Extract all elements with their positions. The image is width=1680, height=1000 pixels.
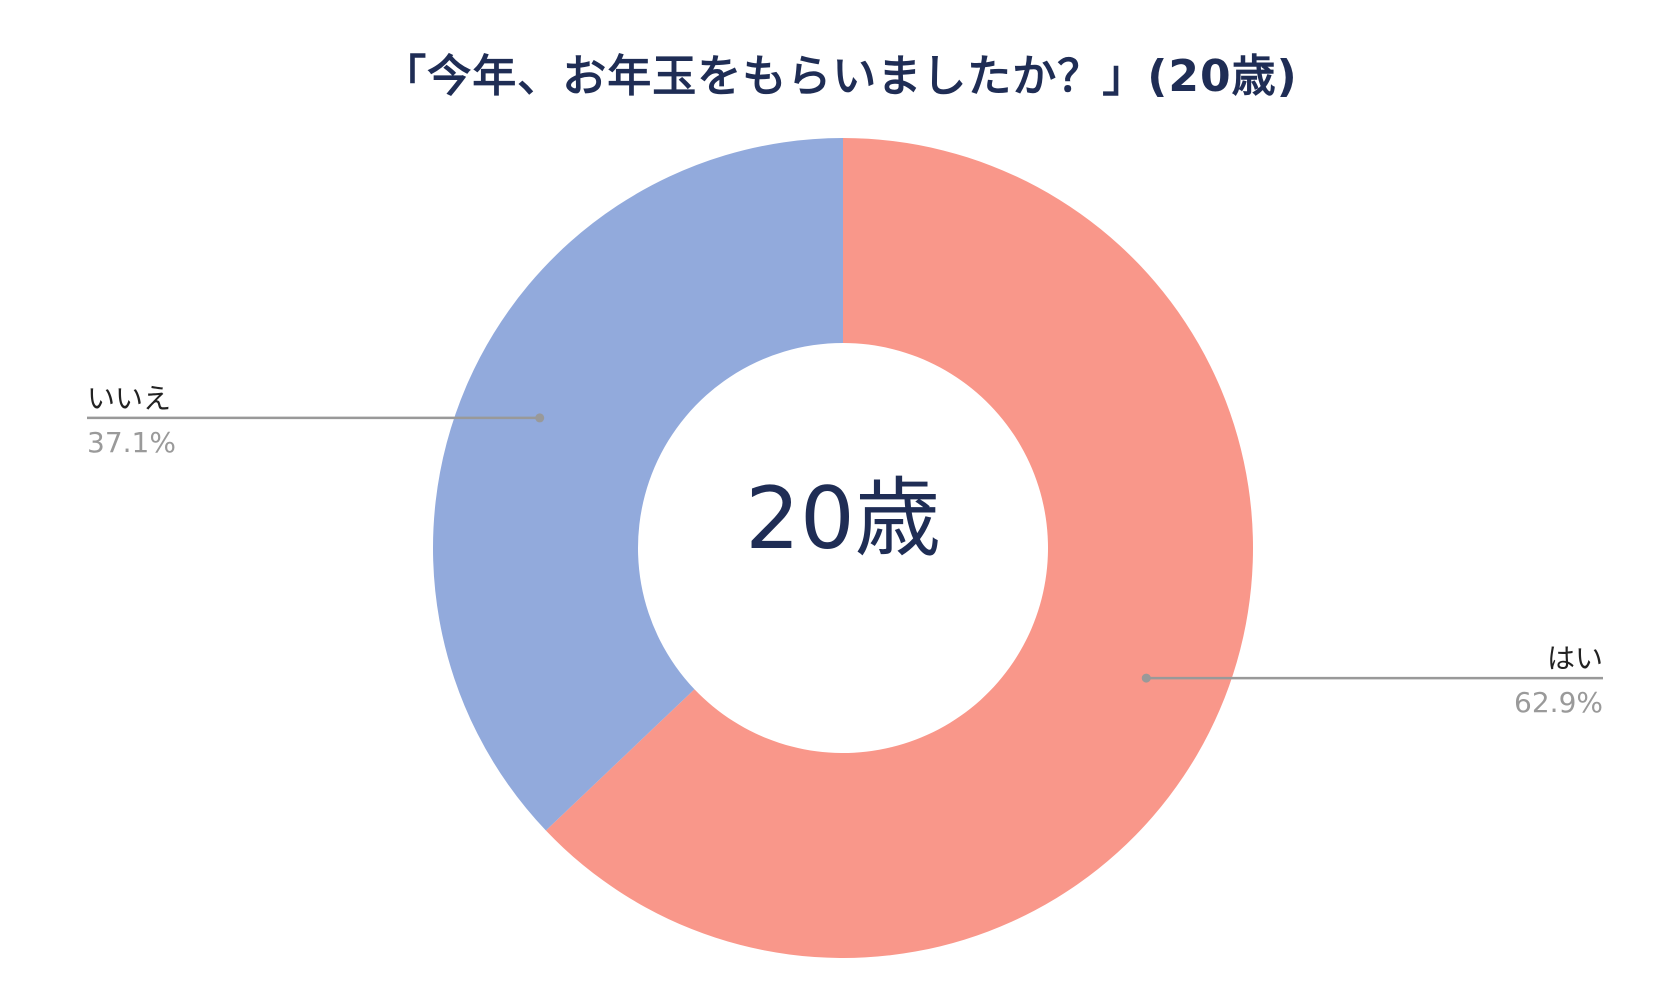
leader-dot-no: [535, 413, 545, 423]
slice-label-name-no: いいえ: [87, 382, 171, 415]
slice-label-value-yes: 62.9%: [1514, 686, 1603, 719]
donut-slice-yes: [545, 138, 1253, 958]
chart-title: 「今年、お年玉をもらいましたか？」(20歳): [382, 51, 1298, 102]
slice-labels: はい 62.9% いいえ 37.1%: [87, 382, 1603, 719]
donut-center-label: 20歳: [745, 469, 940, 569]
slice-label-value-no: 37.1%: [87, 426, 176, 459]
donut-slice-no: [433, 138, 843, 831]
leader-dot-yes: [1141, 673, 1151, 683]
slice-leader-lines: [87, 413, 1603, 683]
slice-label-name-yes: はい: [1547, 642, 1603, 675]
donut-slices: [433, 138, 1253, 958]
